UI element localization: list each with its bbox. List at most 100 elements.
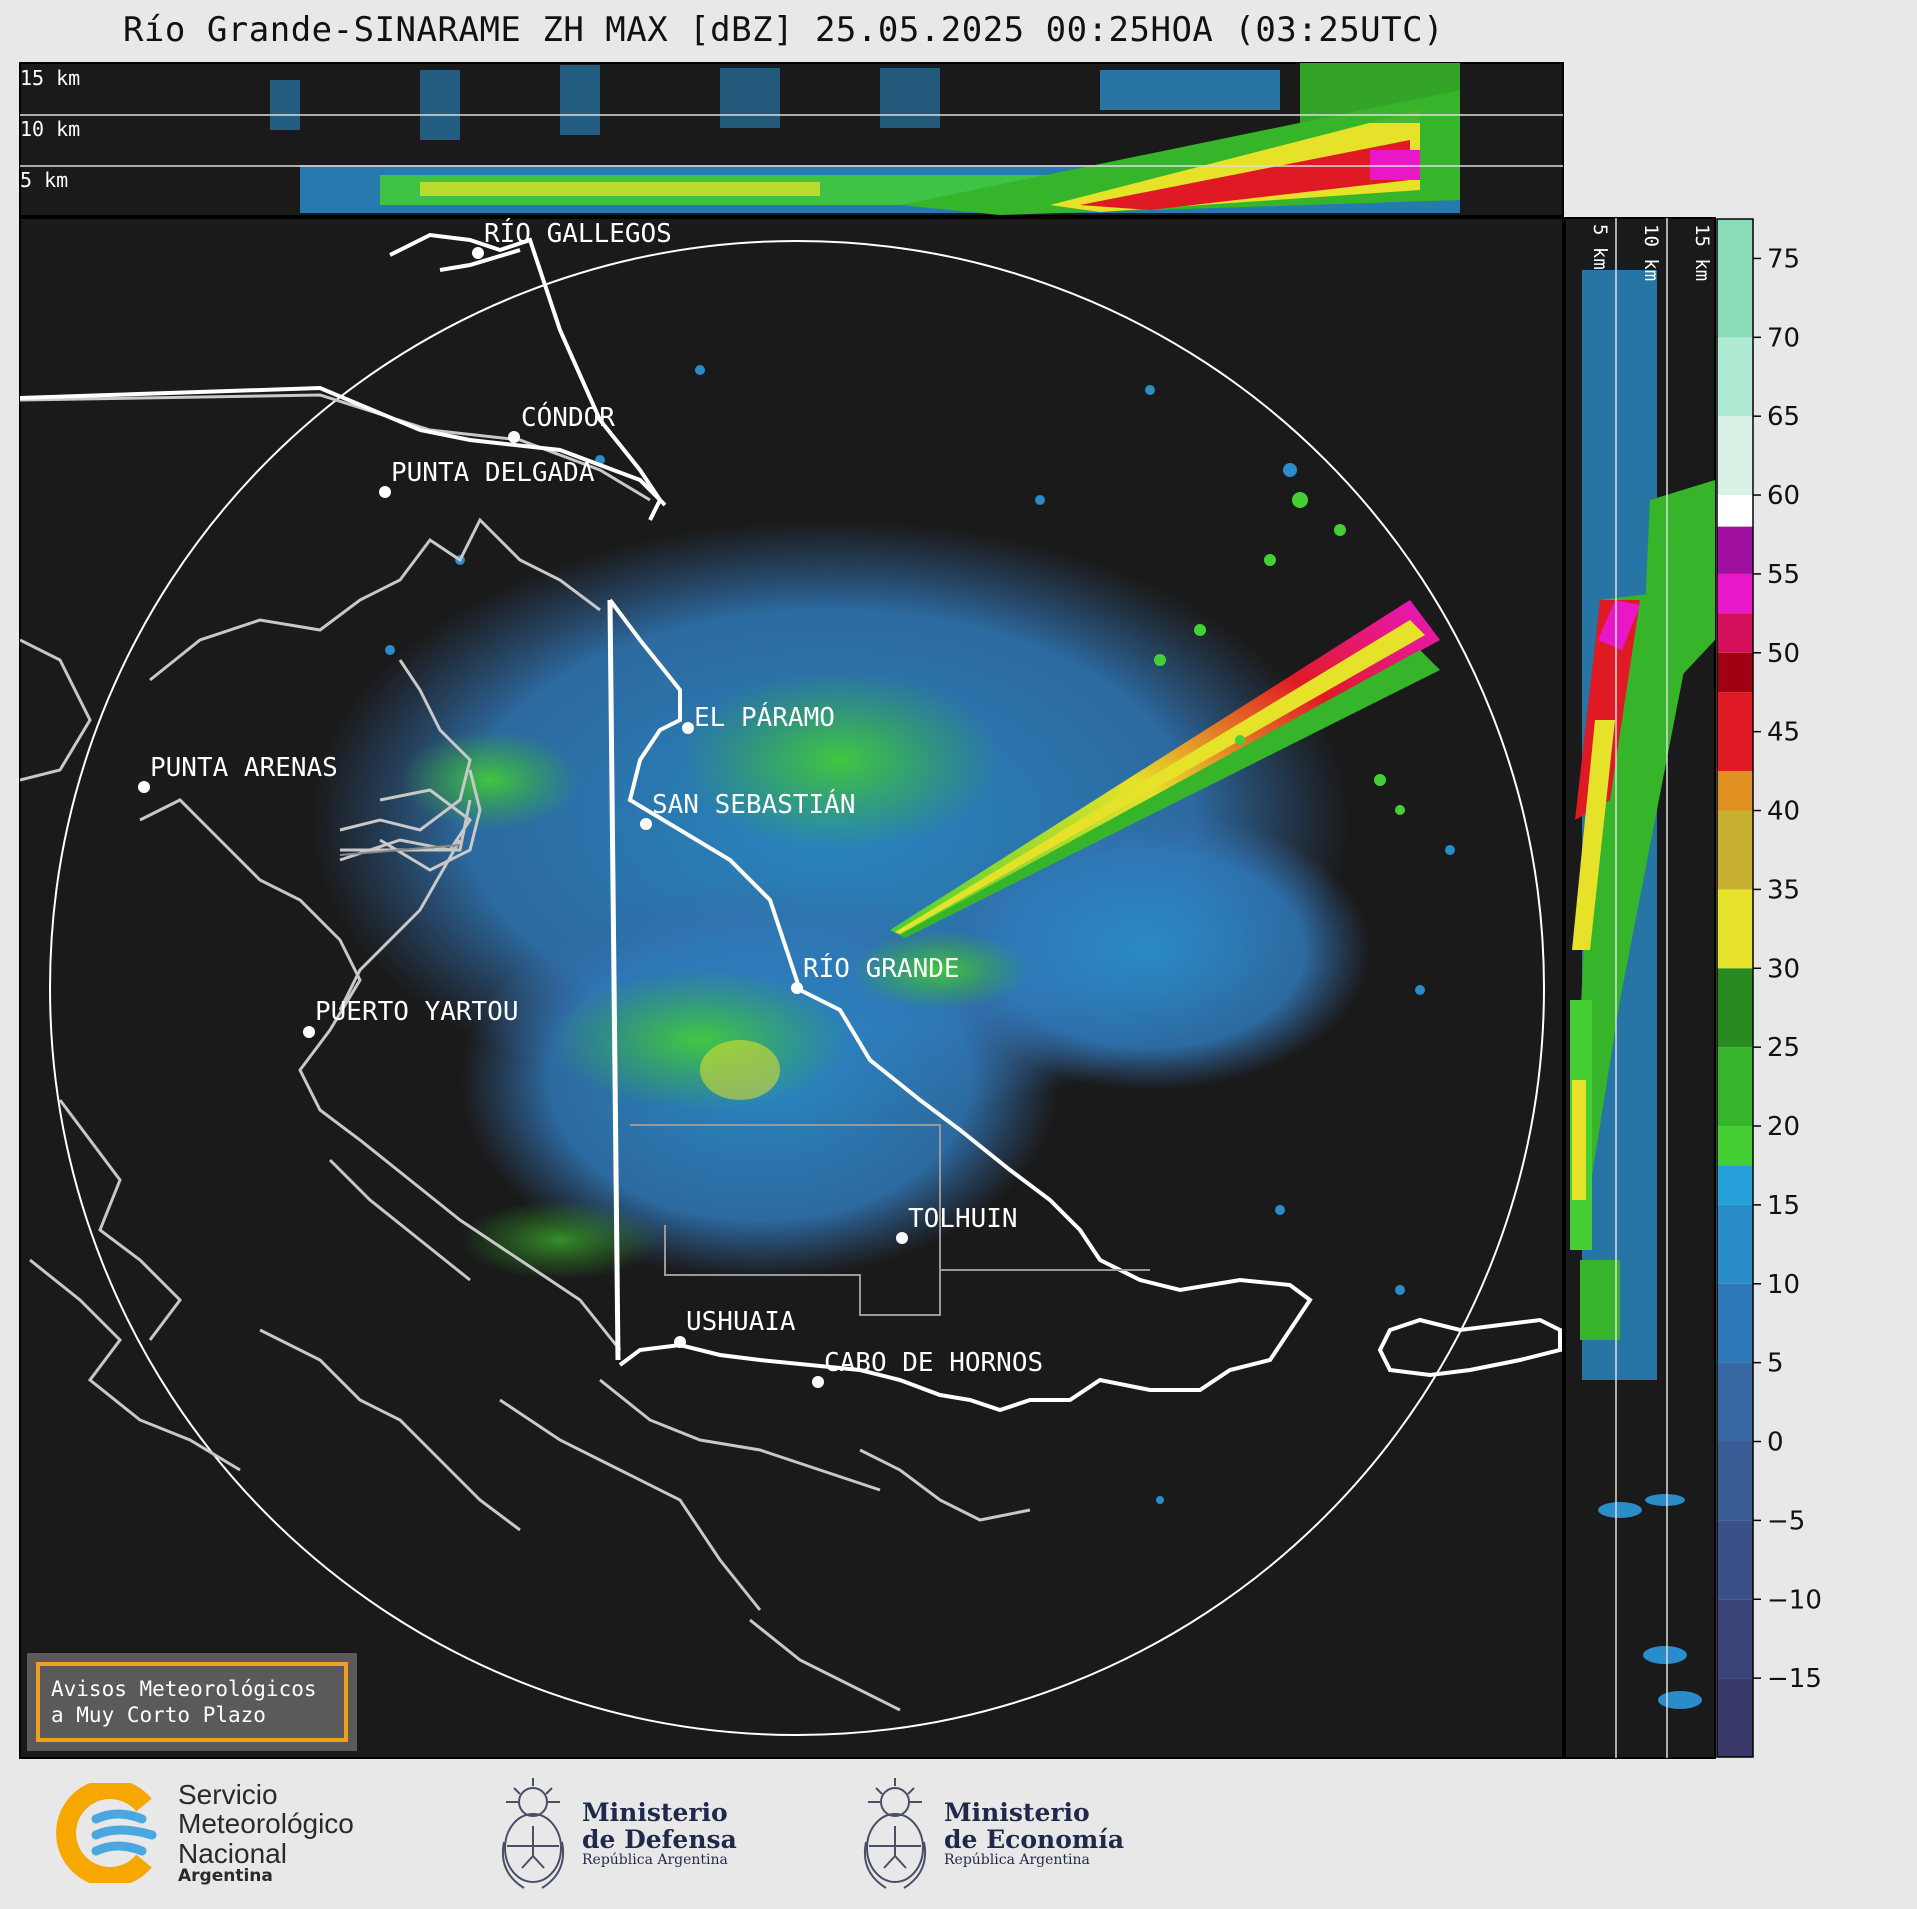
colorbar-tick-label: 50 (1767, 639, 1800, 669)
city-condor: CÓNDOR (508, 401, 615, 443)
city-label-condor: CÓNDOR (521, 401, 615, 433)
smn-line3: Nacional (178, 1837, 287, 1869)
colorbar-band (1717, 416, 1753, 496)
top-cross-section-panel: 15 km 10 km 5 km (19, 62, 1564, 217)
region-border (630, 1124, 1150, 1316)
colorbar-band (1717, 337, 1753, 417)
side-height-label-5: 5 km (1589, 224, 1611, 270)
colorbar-tick-label: 40 (1767, 797, 1800, 827)
top-panel-echoes (270, 63, 1460, 215)
chart-title: Río Grande-SINARAME ZH MAX [dBZ] 25.05.2… (122, 10, 1445, 50)
colorbar-band (1717, 1165, 1753, 1205)
colorbar-band (1717, 968, 1753, 1048)
city-label-rio-grande: RÍO GRANDE (803, 952, 960, 984)
ministerio-economia-logo: Ministerio de Economía República Argenti… (856, 1772, 1124, 1896)
city-punta-arenas: PUNTA ARENAS (138, 753, 338, 793)
colorbar-band (1717, 526, 1753, 574)
coat-of-arms-icon (864, 1778, 926, 1889)
city-label-cabo-de-hornos: CABO DE HORNOS (824, 1348, 1043, 1378)
colorbar-tick-label: 10 (1767, 1270, 1800, 1300)
city-label-rio-gallegos: RÍO GALLEGOS (484, 217, 672, 249)
top-height-label-10: 10 km (20, 117, 80, 141)
side-panel-echoes (1570, 270, 1715, 1709)
colorbar-tick-label: 45 (1767, 718, 1800, 748)
side-height-label-10: 10 km (1640, 224, 1662, 281)
smn-line1: Servicio (178, 1779, 278, 1810)
colorbar-tick-label: 75 (1767, 244, 1800, 274)
city-puerto-yartou: PUERTO YARTOU (303, 997, 519, 1038)
radar-map-panel: RÍO GALLEGOS CÓNDOR PUNTA DELGADA PUNTA … (19, 217, 1564, 1759)
colorbar-band (1717, 1126, 1753, 1166)
smn-logo: Servicio Meteorológico Nacional Argentin… (56, 1780, 354, 1886)
city-label-el-paramo: EL PÁRAMO (694, 701, 835, 733)
city-label-punta-delgada: PUNTA DELGADA (391, 458, 595, 488)
smn-sub: Argentina (178, 1866, 273, 1887)
colorbar-band (1717, 1678, 1753, 1757)
smn-logo-icon (56, 1783, 157, 1883)
colorbar-tick-label: −10 (1767, 1585, 1822, 1615)
colorbar-tick-label: 55 (1767, 560, 1800, 590)
colorbar-tick-label: 5 (1767, 1349, 1784, 1379)
economia-line2: de Economía (944, 1824, 1125, 1854)
colorbar-band (1717, 1047, 1753, 1127)
colorbar-band (1717, 573, 1753, 614)
economia-line1: Ministerio (944, 1798, 1090, 1828)
top-height-label-5: 5 km (20, 168, 68, 192)
city-tolhuin: TOLHUIN (896, 1204, 1018, 1244)
colorbar-band (1717, 652, 1753, 693)
city-rio-grande: RÍO GRANDE (791, 952, 960, 994)
colorbar-tick-label: −15 (1767, 1664, 1822, 1694)
colorbar-band (1717, 1599, 1753, 1679)
colorbar-tick-label: 35 (1767, 875, 1800, 905)
coat-of-arms-icon (502, 1778, 564, 1889)
radar-figure: 15 km 10 km 5 km (19, 62, 1822, 1759)
side-height-label-15: 15 km (1691, 224, 1713, 281)
colorbar-band (1717, 495, 1753, 527)
borders (20, 232, 1562, 1413)
city-label-punta-arenas: PUNTA ARENAS (150, 753, 338, 783)
defensa-sub: República Argentina (582, 1851, 728, 1868)
colorbar-tick-label: 60 (1767, 481, 1800, 511)
city-punta-delgada: PUNTA DELGADA (379, 458, 595, 498)
economia-sub: República Argentina (944, 1851, 1090, 1868)
colorbar-band (1717, 771, 1753, 811)
range-ring (49, 240, 1545, 1736)
city-ushuaia: USHUAIA (674, 1307, 796, 1348)
city-label-ushuaia: USHUAIA (686, 1307, 796, 1337)
reflectivity-echoes (310, 365, 1455, 1504)
city-label-tolhuin: TOLHUIN (908, 1204, 1018, 1234)
logo-footer: Servicio Meteorológico Nacional Argentin… (0, 1760, 1917, 1909)
notice-line2: a Muy Corto Plazo (51, 1703, 266, 1727)
colorbar-band (1717, 889, 1753, 969)
smn-line2: Meteorológico (178, 1808, 354, 1840)
notice-line1: Avisos Meteorológicos (51, 1677, 317, 1701)
colorbar-band (1717, 613, 1753, 653)
ministerio-defensa-logo: Ministerio de Defensa República Argentin… (494, 1772, 737, 1896)
colorbar-band (1717, 1441, 1753, 1521)
colorbar-band (1717, 1520, 1753, 1600)
colorbar-tick-label: 25 (1767, 1033, 1800, 1063)
city-cabo-de-hornos: CABO DE HORNOS (812, 1348, 1043, 1388)
colorbar-band (1717, 219, 1753, 338)
city-el-paramo: EL PÁRAMO (682, 701, 835, 734)
colorbar-tick-label: 65 (1767, 402, 1800, 432)
colorbar-band (1717, 1362, 1753, 1442)
city-rio-gallegos: RÍO GALLEGOS (472, 217, 672, 259)
colorbar-tick-label: −5 (1767, 1506, 1805, 1536)
defensa-line2: de Defensa (582, 1824, 737, 1854)
colorbar-bands (1717, 219, 1753, 1757)
colorbar-band (1717, 810, 1753, 890)
coastlines (20, 393, 1031, 1712)
colorbar-tick-label: 20 (1767, 1112, 1800, 1142)
defensa-line1: Ministerio (582, 1798, 728, 1828)
colorbar-band (1717, 692, 1753, 772)
notice-box: Avisos Meteorológicos a Muy Corto Plazo (27, 1653, 357, 1751)
top-height-label-15: 15 km (20, 66, 80, 90)
colorbar-tick-label: 70 (1767, 323, 1800, 353)
city-label-san-sebastian: SAN SEBASTIÁN (652, 788, 856, 820)
city-label-puerto-yartou: PUERTO YARTOU (315, 997, 519, 1027)
colorbar-tick-label: 30 (1767, 954, 1800, 984)
cities: RÍO GALLEGOS CÓNDOR PUNTA DELGADA PUNTA … (138, 217, 1043, 1388)
